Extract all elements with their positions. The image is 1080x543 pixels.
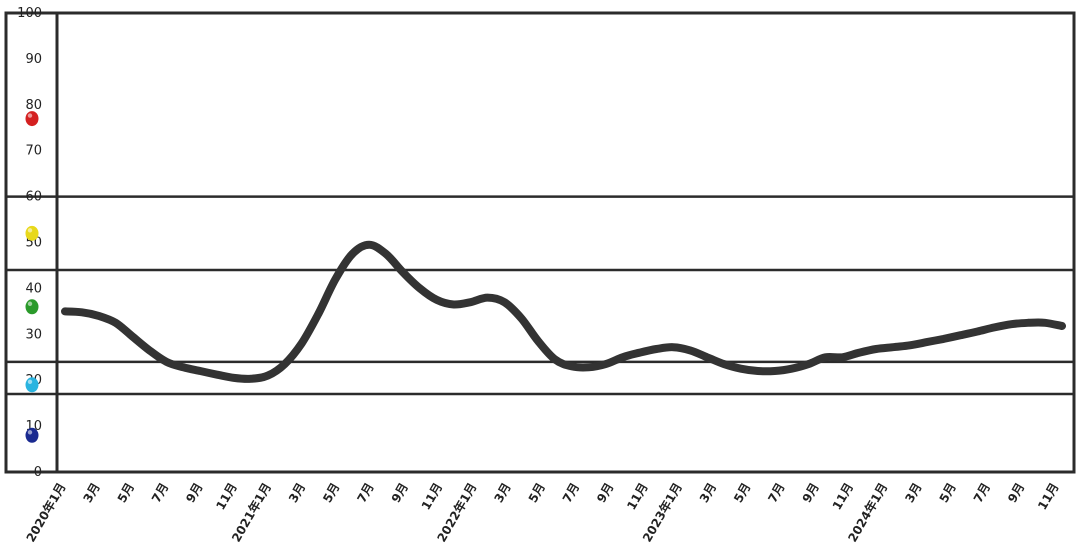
band-marker-dot [25,377,39,393]
y-tick-label: 70 [25,144,42,159]
x-tick-label: 7月 [765,481,787,506]
series-line-0 [61,240,1066,383]
x-tick-label: 7月 [354,481,376,506]
x-tick-label: 3月 [81,481,103,506]
x-tick-label: 11月 [624,481,650,513]
x-tick-label: 9月 [1005,481,1027,506]
x-tick-label: 5月 [731,481,753,506]
y-tick-label: 60 [25,190,42,205]
band-marker-dot [25,427,39,443]
x-tick-label: 9月 [389,481,411,506]
band-lines [6,195,1074,396]
series-layer [61,240,1066,383]
y-tick-label: 90 [25,52,42,67]
y-tick-label: 80 [25,98,42,113]
x-tick-label: 11月 [419,481,445,513]
x-tick-label: 5月 [320,481,342,506]
x-tick-label: 2020年1月 [23,480,69,543]
x-tick-label: 7月 [149,481,171,506]
x-tick-label: 3月 [491,481,513,506]
band-marker-highlight [27,113,33,118]
y-tick-label: 30 [25,327,42,342]
band-marker-dot [25,111,39,127]
chart-frame [4,11,1076,474]
y-tick-label: 100 [17,6,42,21]
band-marker-dot [25,225,39,241]
x-tick-label: 3月 [902,481,924,506]
x-tick-label: 9月 [183,481,205,506]
band-marker-highlight [27,430,33,435]
x-tick-label: 11月 [213,481,239,513]
band-marker-highlight [27,301,33,306]
x-tick-label: 5月 [526,481,548,506]
x-tick-label: 5月 [115,481,137,506]
y-tick-label: 40 [25,281,42,296]
x-tick-label: 9月 [800,481,822,506]
x-tick-label: 5月 [937,481,959,506]
x-tick-label: 7月 [560,481,582,506]
band-marker-dot [25,299,39,315]
band-marker-highlight [27,379,33,384]
y-axis-ticks: 0102030405060708090100 [17,6,42,480]
band-markers [25,111,39,443]
y-tick-label: 0 [34,465,42,480]
x-tick-label: 3月 [286,481,308,506]
x-tick-label: 3月 [697,481,719,506]
x-tick-label: 9月 [594,481,616,506]
plot-border [4,11,1076,474]
x-tick-label: 11月 [1035,481,1061,513]
band-marker-highlight [27,228,33,233]
x-tick-label: 7月 [971,481,993,506]
x-tick-label: 11月 [830,481,856,513]
